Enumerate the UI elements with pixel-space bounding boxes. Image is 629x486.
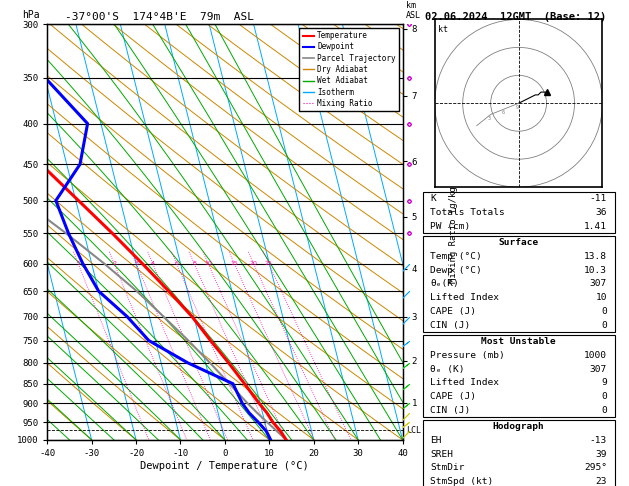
- Text: 6: 6: [502, 110, 505, 116]
- Text: 25: 25: [265, 261, 273, 266]
- Text: 2: 2: [112, 261, 116, 266]
- Text: 1000: 1000: [584, 351, 607, 360]
- Text: Pressure (mb): Pressure (mb): [430, 351, 505, 360]
- Text: Surface: Surface: [499, 238, 538, 247]
- Text: Mixing Ratio (g/kg): Mixing Ratio (g/kg): [448, 181, 458, 283]
- Text: 15: 15: [230, 261, 238, 266]
- Text: 0: 0: [601, 321, 607, 330]
- Text: 295°: 295°: [584, 464, 607, 472]
- Text: SREH: SREH: [430, 450, 454, 459]
- Text: StmDir: StmDir: [430, 464, 465, 472]
- Text: 10.3: 10.3: [584, 266, 607, 275]
- Text: 307: 307: [589, 279, 607, 289]
- Text: Lifted Index: Lifted Index: [430, 378, 499, 387]
- Text: 307: 307: [589, 364, 607, 374]
- Text: CAPE (J): CAPE (J): [430, 307, 476, 316]
- Text: 10: 10: [204, 261, 212, 266]
- Text: CIN (J): CIN (J): [430, 406, 470, 415]
- Text: PW (cm): PW (cm): [430, 222, 470, 231]
- Text: 9: 9: [516, 105, 519, 110]
- Text: 3: 3: [135, 261, 138, 266]
- Text: Hodograph: Hodograph: [493, 422, 545, 431]
- Text: K: K: [430, 194, 436, 203]
- Text: 8: 8: [192, 261, 196, 266]
- Text: θₑ (K): θₑ (K): [430, 364, 465, 374]
- Text: Most Unstable: Most Unstable: [481, 337, 556, 346]
- Text: Lifted Index: Lifted Index: [430, 293, 499, 302]
- Text: EH: EH: [430, 436, 442, 445]
- Text: Temp (°C): Temp (°C): [430, 252, 482, 261]
- X-axis label: Dewpoint / Temperature (°C): Dewpoint / Temperature (°C): [140, 461, 309, 470]
- Legend: Temperature, Dewpoint, Parcel Trajectory, Dry Adiabat, Wet Adiabat, Isotherm, Mi: Temperature, Dewpoint, Parcel Trajectory…: [299, 28, 399, 111]
- Text: 6: 6: [175, 261, 179, 266]
- Text: -11: -11: [589, 194, 607, 203]
- Text: -37°00'S  174°4B'E  79m  ASL: -37°00'S 174°4B'E 79m ASL: [65, 12, 254, 22]
- Text: CIN (J): CIN (J): [430, 321, 470, 330]
- Text: 0: 0: [601, 307, 607, 316]
- Text: 1.41: 1.41: [584, 222, 607, 231]
- Text: -13: -13: [589, 436, 607, 445]
- Text: Totals Totals: Totals Totals: [430, 208, 505, 217]
- Text: 13.8: 13.8: [584, 252, 607, 261]
- Text: 1: 1: [76, 261, 80, 266]
- Text: 4: 4: [151, 261, 155, 266]
- Text: 20: 20: [250, 261, 257, 266]
- Text: 10: 10: [596, 293, 607, 302]
- Text: 3: 3: [488, 116, 491, 121]
- Text: θₑ(K): θₑ(K): [430, 279, 459, 289]
- Text: 23: 23: [596, 477, 607, 486]
- Text: 02.06.2024  12GMT  (Base: 12): 02.06.2024 12GMT (Base: 12): [425, 12, 606, 22]
- Text: 39: 39: [596, 450, 607, 459]
- Text: kt: kt: [438, 25, 448, 34]
- Text: 0: 0: [601, 406, 607, 415]
- Text: Dewp (°C): Dewp (°C): [430, 266, 482, 275]
- Text: CAPE (J): CAPE (J): [430, 392, 476, 401]
- Text: 9: 9: [601, 378, 607, 387]
- Text: 0: 0: [601, 392, 607, 401]
- Text: km
ASL: km ASL: [406, 1, 421, 20]
- Text: StmSpd (kt): StmSpd (kt): [430, 477, 494, 486]
- Text: LCL: LCL: [406, 426, 421, 434]
- Text: hPa: hPa: [22, 10, 40, 20]
- Text: 36: 36: [596, 208, 607, 217]
